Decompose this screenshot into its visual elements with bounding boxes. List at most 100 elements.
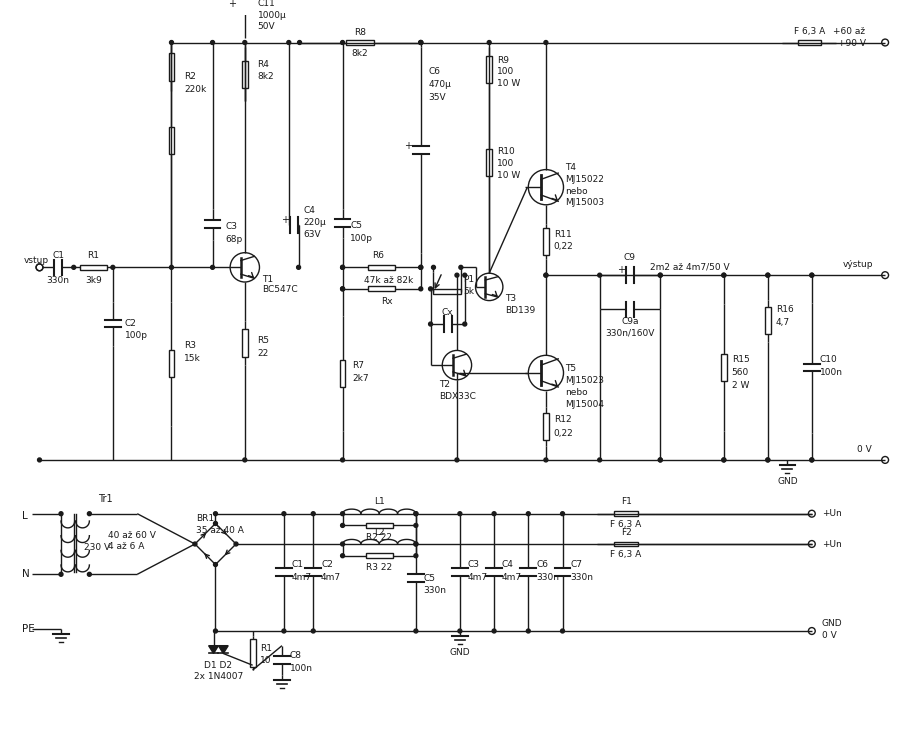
Circle shape	[234, 542, 238, 546]
Circle shape	[341, 511, 345, 516]
Text: T1: T1	[263, 275, 274, 284]
Text: 40 až 60 V: 40 až 60 V	[108, 531, 155, 539]
Text: 22: 22	[257, 349, 269, 358]
Text: MJ15003: MJ15003	[565, 198, 604, 207]
Text: 10 W: 10 W	[497, 171, 520, 180]
Text: C4: C4	[502, 560, 514, 569]
Circle shape	[487, 41, 491, 44]
Text: BC547C: BC547C	[263, 285, 298, 294]
Circle shape	[214, 522, 217, 525]
Text: nebo: nebo	[565, 186, 588, 195]
Circle shape	[414, 523, 418, 528]
Circle shape	[37, 458, 42, 462]
Text: 230 V: 230 V	[84, 543, 110, 553]
Circle shape	[59, 511, 63, 516]
Text: R1: R1	[87, 251, 99, 260]
Circle shape	[429, 322, 433, 326]
Text: BDX33C: BDX33C	[439, 392, 476, 401]
Circle shape	[170, 41, 174, 44]
Circle shape	[766, 273, 770, 277]
Text: 2 W: 2 W	[732, 380, 749, 390]
Text: 0 V: 0 V	[856, 444, 872, 454]
Circle shape	[463, 322, 466, 326]
Circle shape	[414, 511, 418, 516]
Text: +90 V: +90 V	[837, 39, 865, 48]
Circle shape	[211, 41, 215, 44]
Circle shape	[492, 629, 496, 633]
Circle shape	[544, 458, 548, 462]
Text: +60 až: +60 až	[834, 27, 865, 36]
Circle shape	[458, 629, 462, 633]
Text: 220k: 220k	[185, 85, 206, 94]
Text: MJ15023: MJ15023	[565, 377, 604, 385]
Text: MJ15004: MJ15004	[565, 399, 604, 409]
Circle shape	[297, 41, 302, 44]
Circle shape	[111, 265, 115, 269]
Text: 10: 10	[261, 657, 272, 666]
Text: Tr1: Tr1	[98, 494, 113, 504]
Text: 15k: 15k	[185, 354, 201, 363]
Circle shape	[341, 542, 345, 546]
Text: 330n/160V: 330n/160V	[605, 329, 654, 338]
Circle shape	[544, 41, 548, 44]
Circle shape	[419, 41, 423, 44]
Text: 63V: 63V	[304, 230, 321, 239]
Bar	[168, 350, 175, 377]
Text: L: L	[22, 511, 27, 520]
Text: 330n: 330n	[570, 573, 594, 581]
Circle shape	[193, 542, 197, 546]
Circle shape	[810, 273, 814, 277]
Text: R3: R3	[185, 341, 196, 350]
Text: 330n: 330n	[46, 276, 70, 284]
Bar	[346, 40, 374, 45]
Text: 0 V: 0 V	[822, 632, 836, 640]
Text: C3: C3	[225, 222, 237, 231]
Text: C5: C5	[350, 221, 363, 230]
Text: T5: T5	[565, 363, 576, 372]
Text: R16: R16	[775, 305, 794, 314]
Circle shape	[282, 629, 285, 633]
Text: 47k až 82k: 47k až 82k	[365, 276, 414, 284]
Bar	[614, 542, 638, 546]
Text: 2x 1N4007: 2x 1N4007	[194, 672, 243, 682]
Text: R2 22: R2 22	[366, 533, 392, 542]
Text: 2k7: 2k7	[353, 374, 369, 383]
Text: MJ15022: MJ15022	[565, 175, 604, 184]
Text: Cx: Cx	[442, 308, 453, 317]
Text: 4m7: 4m7	[321, 573, 341, 581]
Text: výstup: výstup	[843, 260, 874, 269]
Text: F1: F1	[621, 497, 632, 506]
Text: 35 až 40 A: 35 až 40 A	[196, 525, 244, 535]
Circle shape	[658, 458, 663, 462]
Text: GND: GND	[822, 618, 843, 628]
Circle shape	[544, 273, 548, 277]
Circle shape	[341, 553, 345, 558]
Text: 4m7: 4m7	[468, 573, 488, 581]
Bar	[242, 329, 248, 357]
Text: 220μ: 220μ	[304, 218, 326, 227]
Bar	[368, 265, 395, 270]
Text: 4m7: 4m7	[292, 573, 312, 581]
Text: R2: R2	[185, 72, 196, 81]
Circle shape	[419, 265, 423, 269]
Circle shape	[211, 265, 215, 269]
Text: R10: R10	[497, 147, 514, 156]
Circle shape	[598, 458, 602, 462]
Circle shape	[492, 511, 496, 516]
Text: C9a: C9a	[621, 317, 639, 326]
Circle shape	[214, 511, 217, 516]
Circle shape	[419, 41, 423, 44]
Text: 470μ: 470μ	[429, 80, 452, 89]
Circle shape	[341, 287, 345, 291]
Circle shape	[287, 41, 291, 44]
Circle shape	[311, 511, 315, 516]
Text: 100n: 100n	[820, 368, 843, 377]
Text: +: +	[617, 265, 625, 276]
Circle shape	[810, 458, 814, 462]
Text: 100p: 100p	[125, 331, 147, 340]
Text: L1: L1	[374, 497, 385, 506]
Text: F2: F2	[621, 528, 632, 537]
Circle shape	[311, 629, 315, 633]
Text: BR1: BR1	[196, 514, 214, 523]
Text: +: +	[405, 141, 412, 151]
